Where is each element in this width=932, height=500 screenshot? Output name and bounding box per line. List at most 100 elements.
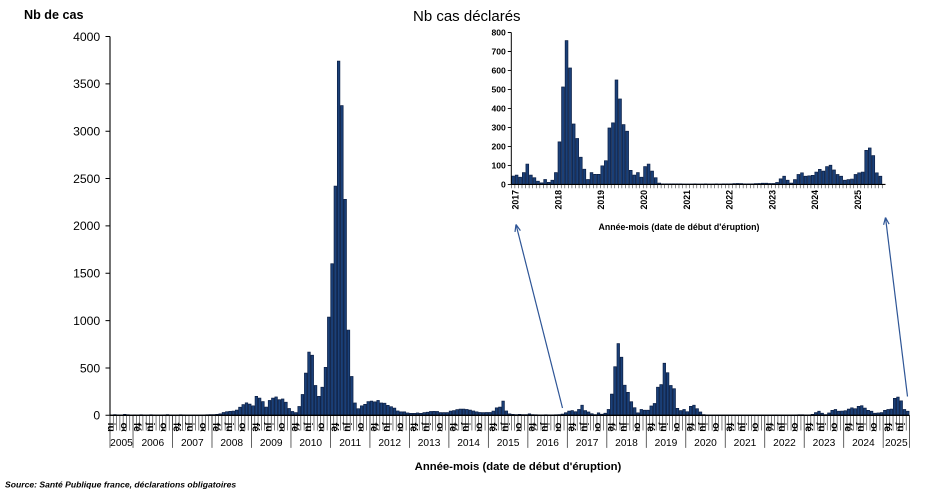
svg-text:juin-08: juin-08 [223, 422, 234, 457]
svg-text:oct.-11: oct.-11 [355, 423, 366, 456]
svg-text:2019: 2019 [655, 438, 678, 449]
svg-text:févr.-08: févr.-08 [210, 423, 221, 460]
svg-text:2024: 2024 [852, 438, 875, 449]
svg-text:juin-06: juin-06 [144, 422, 155, 457]
svg-text:100: 100 [491, 161, 506, 171]
svg-text:2018: 2018 [615, 438, 638, 449]
svg-text:févr.-09: févr.-09 [250, 423, 261, 460]
svg-text:0: 0 [501, 180, 506, 190]
svg-text:oct.-06: oct.-06 [157, 423, 168, 457]
svg-text:2012: 2012 [378, 438, 401, 449]
svg-text:juin-25: juin-25 [894, 422, 905, 457]
svg-text:700: 700 [491, 47, 506, 57]
svg-text:juin-24: juin-24 [855, 422, 866, 457]
svg-text:2025: 2025 [853, 190, 863, 210]
svg-text:oct.-08: oct.-08 [236, 423, 247, 457]
svg-text:2022: 2022 [773, 438, 796, 449]
svg-text:oct.-10: oct.-10 [315, 423, 326, 457]
svg-text:juin-18: juin-18 [618, 422, 629, 457]
svg-text:600: 600 [491, 66, 506, 76]
svg-text:oct.-09: oct.-09 [276, 423, 287, 457]
svg-text:févr.-11: févr.-11 [329, 423, 340, 459]
svg-text:2019: 2019 [596, 190, 606, 210]
svg-text:2017: 2017 [511, 190, 521, 210]
svg-text:févr.-22: févr.-22 [763, 423, 774, 460]
svg-text:2006: 2006 [141, 438, 164, 449]
svg-text:2020: 2020 [639, 190, 649, 210]
svg-text:2018: 2018 [553, 190, 563, 210]
svg-text:500: 500 [80, 361, 101, 375]
svg-text:2021: 2021 [734, 438, 757, 449]
svg-text:1000: 1000 [73, 314, 100, 328]
svg-text:2016: 2016 [536, 438, 559, 449]
svg-text:févr.-06: févr.-06 [131, 423, 142, 460]
svg-text:févr.-25: févr.-25 [881, 423, 892, 460]
svg-text:févr.-19: févr.-19 [644, 423, 655, 460]
svg-text:200: 200 [491, 142, 506, 152]
svg-text:juin-13: juin-13 [421, 422, 432, 457]
svg-text:4000: 4000 [73, 30, 100, 44]
svg-text:1500: 1500 [73, 267, 100, 281]
svg-text:oct.-16: oct.-16 [552, 423, 563, 457]
svg-text:2500: 2500 [73, 172, 100, 186]
svg-text:juin-22: juin-22 [776, 422, 787, 457]
svg-text:févr.-10: févr.-10 [289, 423, 300, 460]
svg-text:0: 0 [93, 409, 100, 423]
svg-text:févr.-18: févr.-18 [605, 423, 616, 460]
svg-text:2014: 2014 [457, 438, 480, 449]
svg-text:févr.-16: févr.-16 [526, 423, 537, 460]
svg-text:oct.-24: oct.-24 [868, 423, 879, 457]
svg-text:févr.-15: févr.-15 [487, 423, 498, 460]
svg-text:oct.-19: oct.-19 [671, 423, 682, 457]
svg-text:2009: 2009 [260, 438, 283, 449]
svg-text:2020: 2020 [694, 438, 717, 449]
svg-text:oct.-13: oct.-13 [434, 423, 445, 457]
svg-text:févr.-12: févr.-12 [368, 423, 379, 460]
svg-text:oct.-15: oct.-15 [513, 423, 524, 457]
svg-text:2023: 2023 [813, 438, 836, 449]
svg-text:oct.-17: oct.-17 [592, 423, 603, 457]
svg-text:2022: 2022 [725, 190, 735, 210]
svg-text:oct.-05: oct.-05 [118, 423, 129, 457]
svg-text:2017: 2017 [576, 438, 599, 449]
svg-text:oct.-22: oct.-22 [789, 423, 800, 457]
svg-text:juin-11: juin-11 [342, 422, 353, 456]
svg-text:3500: 3500 [73, 77, 100, 91]
svg-text:2007: 2007 [181, 438, 204, 449]
svg-text:oct.-23: oct.-23 [829, 423, 840, 457]
svg-text:Nb cas déclarés: Nb cas déclarés [413, 8, 521, 25]
svg-text:oct.-12: oct.-12 [394, 423, 405, 457]
svg-text:juin-15: juin-15 [500, 422, 511, 457]
svg-text:2025: 2025 [885, 438, 908, 449]
svg-text:juin-17: juin-17 [579, 422, 590, 457]
svg-text:Source: Santé Publique france,: Source: Santé Publique france, déclarati… [5, 480, 236, 490]
svg-text:2023: 2023 [767, 190, 777, 210]
svg-text:oct.-21: oct.-21 [750, 423, 761, 457]
svg-text:juin-21: juin-21 [737, 422, 748, 457]
svg-text:févr.-07: févr.-07 [171, 423, 182, 460]
svg-text:oct.-20: oct.-20 [710, 423, 721, 457]
svg-text:2013: 2013 [418, 438, 441, 449]
svg-text:2000: 2000 [73, 219, 100, 233]
svg-text:févr.-17: févr.-17 [565, 423, 576, 460]
svg-text:févr.-21: févr.-21 [723, 423, 734, 460]
svg-text:500: 500 [491, 85, 506, 95]
svg-text:2010: 2010 [299, 438, 322, 449]
svg-text:2011: 2011 [339, 438, 361, 449]
svg-text:févr.-20: févr.-20 [684, 423, 695, 460]
svg-text:juin-14: juin-14 [460, 422, 471, 457]
svg-text:juin-12: juin-12 [381, 422, 392, 457]
svg-text:juin-10: juin-10 [302, 422, 313, 457]
svg-text:2024: 2024 [810, 190, 820, 210]
svg-text:800: 800 [491, 28, 506, 38]
svg-text:Année-mois (date de début d'ér: Année-mois (date de début d'éruption) [415, 461, 622, 473]
svg-text:juin-20: juin-20 [697, 422, 708, 457]
svg-text:oct.-07: oct.-07 [197, 423, 208, 457]
svg-text:juin-07: juin-07 [184, 422, 195, 457]
svg-text:févr.-24: févr.-24 [842, 423, 853, 460]
svg-text:Nb de cas: Nb de cas [24, 8, 84, 22]
svg-text:févr.-14: févr.-14 [447, 423, 458, 460]
svg-text:juin-09: juin-09 [263, 422, 274, 457]
svg-text:300: 300 [491, 123, 506, 133]
svg-text:3000: 3000 [73, 125, 100, 139]
